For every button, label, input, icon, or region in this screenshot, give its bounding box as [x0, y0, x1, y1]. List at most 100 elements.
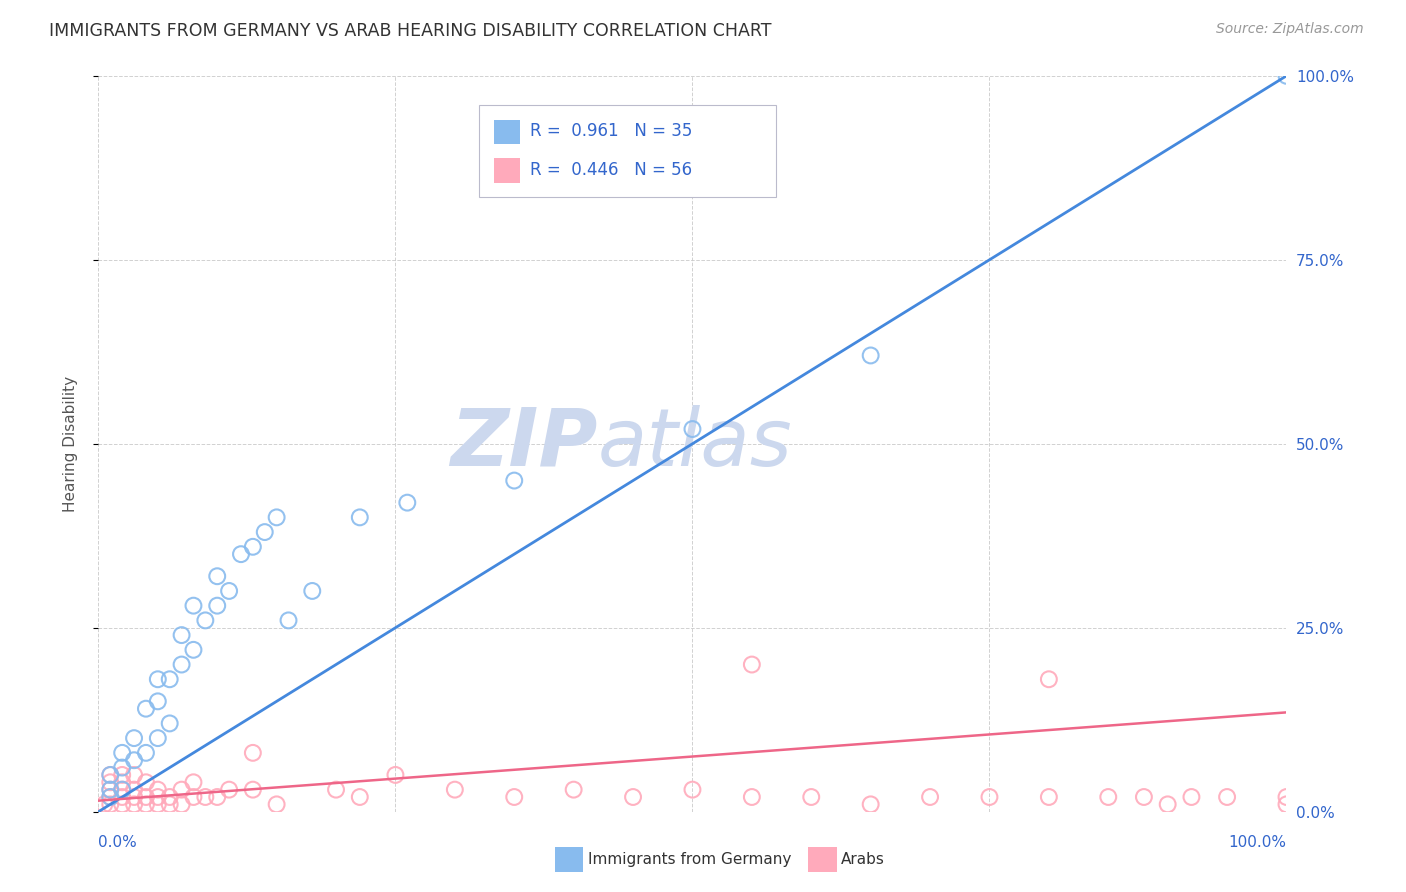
- Point: [146, 694, 169, 708]
- Point: [194, 614, 217, 628]
- Point: [146, 790, 169, 805]
- Text: 0.0%: 0.0%: [98, 836, 138, 850]
- Point: [384, 768, 406, 782]
- Point: [98, 782, 121, 797]
- FancyBboxPatch shape: [494, 120, 520, 145]
- Point: [325, 782, 347, 797]
- Point: [1038, 790, 1060, 805]
- Text: atlas: atlas: [598, 405, 792, 483]
- Point: [122, 753, 145, 767]
- Point: [122, 797, 145, 812]
- Point: [1216, 790, 1239, 805]
- Point: [170, 628, 193, 642]
- Point: [859, 348, 882, 362]
- FancyBboxPatch shape: [478, 105, 776, 197]
- Point: [183, 790, 205, 805]
- Point: [681, 782, 703, 797]
- Point: [503, 790, 526, 805]
- Point: [135, 790, 157, 805]
- Point: [159, 716, 181, 731]
- Point: [111, 782, 134, 797]
- Point: [135, 797, 157, 812]
- Point: [146, 673, 169, 687]
- Point: [266, 797, 288, 812]
- Point: [111, 782, 134, 797]
- Point: [1180, 790, 1202, 805]
- Point: [1133, 790, 1156, 805]
- Text: ZIP: ZIP: [450, 405, 598, 483]
- Point: [301, 583, 323, 598]
- Point: [122, 790, 145, 805]
- Point: [98, 768, 121, 782]
- Point: [170, 797, 193, 812]
- Point: [146, 797, 169, 812]
- Text: R =  0.961   N = 35: R = 0.961 N = 35: [530, 122, 692, 140]
- Point: [1097, 790, 1119, 805]
- Point: [205, 599, 228, 613]
- Point: [159, 790, 181, 805]
- Point: [266, 510, 288, 524]
- Point: [920, 790, 942, 805]
- Point: [111, 775, 134, 789]
- Point: [111, 760, 134, 774]
- Point: [146, 731, 169, 746]
- Point: [242, 746, 264, 760]
- Point: [98, 797, 121, 812]
- Point: [396, 496, 419, 510]
- Point: [159, 673, 181, 687]
- Point: [98, 790, 121, 805]
- Text: 100.0%: 100.0%: [1229, 836, 1286, 850]
- Text: Source: ZipAtlas.com: Source: ZipAtlas.com: [1216, 22, 1364, 37]
- Point: [741, 657, 763, 672]
- Point: [741, 790, 763, 805]
- FancyBboxPatch shape: [494, 158, 520, 183]
- Point: [122, 782, 145, 797]
- Point: [229, 547, 252, 561]
- Point: [800, 790, 823, 805]
- Point: [146, 782, 169, 797]
- Point: [681, 422, 703, 436]
- Point: [218, 782, 240, 797]
- Point: [98, 790, 121, 805]
- Point: [503, 474, 526, 488]
- Point: [159, 797, 181, 812]
- Point: [98, 782, 121, 797]
- Point: [98, 768, 121, 782]
- Point: [205, 569, 228, 583]
- Point: [111, 790, 134, 805]
- Point: [859, 797, 882, 812]
- Point: [562, 782, 585, 797]
- Point: [253, 524, 276, 539]
- Point: [242, 782, 264, 797]
- Point: [218, 583, 240, 598]
- Text: Arabs: Arabs: [841, 853, 884, 867]
- Text: IMMIGRANTS FROM GERMANY VS ARAB HEARING DISABILITY CORRELATION CHART: IMMIGRANTS FROM GERMANY VS ARAB HEARING …: [49, 22, 772, 40]
- Point: [1275, 790, 1298, 805]
- Point: [135, 746, 157, 760]
- Point: [349, 510, 371, 524]
- Point: [1156, 797, 1178, 812]
- Point: [979, 790, 1001, 805]
- Text: R =  0.446   N = 56: R = 0.446 N = 56: [530, 161, 692, 179]
- Point: [122, 731, 145, 746]
- Point: [122, 768, 145, 782]
- Point: [444, 782, 467, 797]
- Point: [98, 775, 121, 789]
- Point: [1275, 69, 1298, 83]
- Point: [93, 797, 115, 812]
- Point: [1275, 797, 1298, 812]
- Point: [135, 701, 157, 715]
- Point: [170, 657, 193, 672]
- Point: [183, 775, 205, 789]
- Text: Immigrants from Germany: Immigrants from Germany: [588, 853, 792, 867]
- Point: [135, 775, 157, 789]
- Point: [277, 614, 299, 628]
- Point: [205, 790, 228, 805]
- Point: [349, 790, 371, 805]
- Point: [111, 768, 134, 782]
- Point: [111, 797, 134, 812]
- Point: [242, 540, 264, 554]
- Point: [1038, 673, 1060, 687]
- Point: [621, 790, 644, 805]
- Point: [111, 746, 134, 760]
